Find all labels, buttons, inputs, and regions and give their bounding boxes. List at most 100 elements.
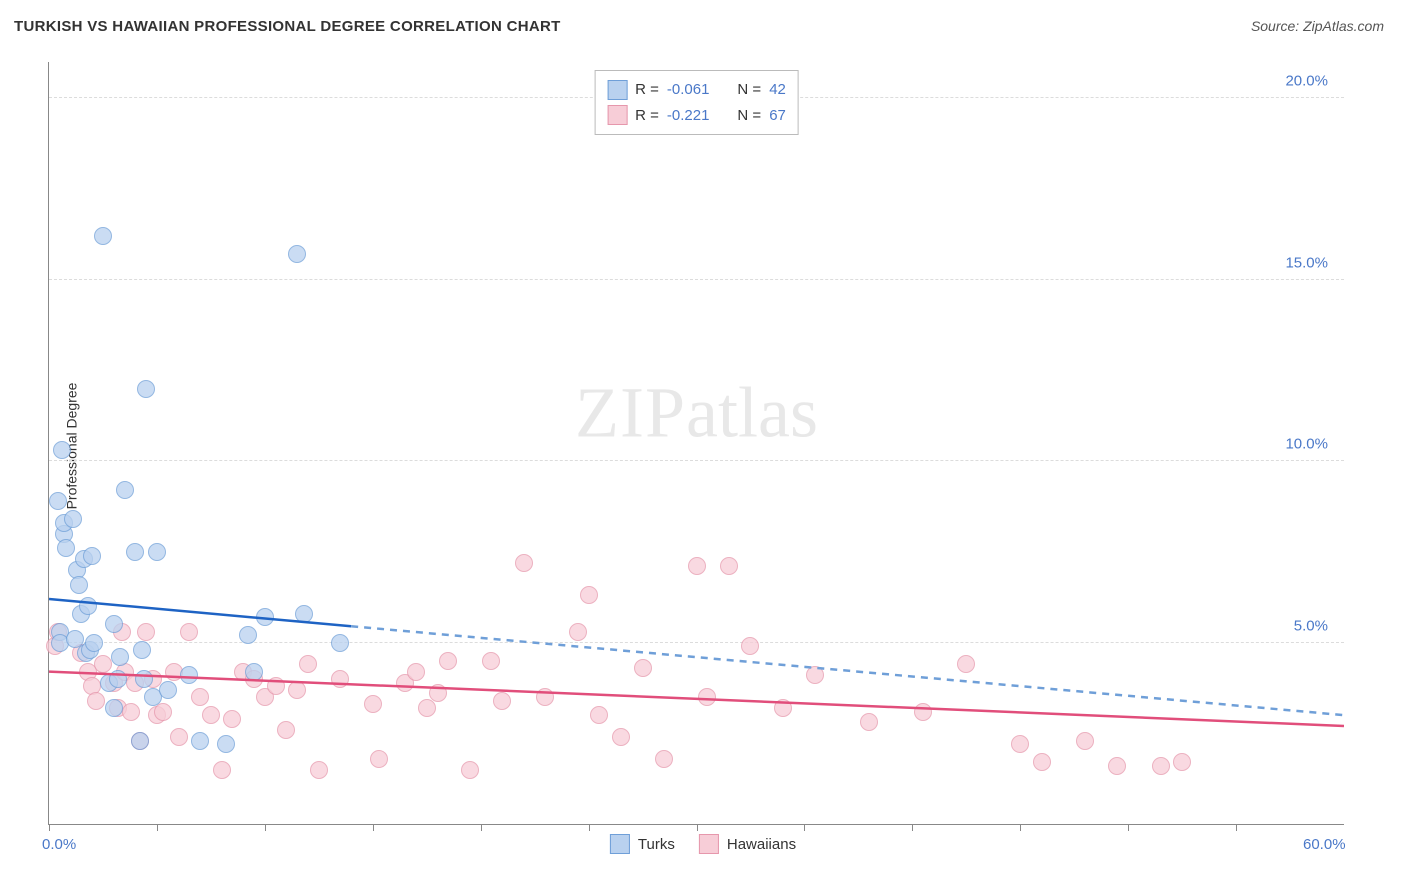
gridline <box>49 460 1344 461</box>
trend-lines <box>49 62 1344 824</box>
hawaiians-point <box>1033 753 1051 771</box>
legend-item-hawaiians: Hawaiians <box>699 834 796 854</box>
legend-label: Turks <box>638 836 675 853</box>
turks-point <box>79 597 97 615</box>
n-value: 42 <box>769 77 786 103</box>
hawaiians-point <box>914 703 932 721</box>
x-tick <box>373 824 374 831</box>
turks-point <box>111 648 129 666</box>
x-tick <box>157 824 158 831</box>
y-tick-label: 15.0% <box>1285 254 1328 271</box>
turks-swatch-icon <box>610 834 630 854</box>
x-tick <box>589 824 590 831</box>
hawaiians-point <box>170 728 188 746</box>
turks-point <box>64 510 82 528</box>
x-tick <box>481 824 482 831</box>
hawaiians-point <box>580 586 598 604</box>
turks-swatch-icon <box>607 80 627 100</box>
hawaiians-point <box>806 666 824 684</box>
hawaiians-point <box>612 728 630 746</box>
hawaiians-point <box>569 623 587 641</box>
hawaiians-point <box>688 557 706 575</box>
hawaiians-point <box>720 557 738 575</box>
hawaiians-point <box>429 684 447 702</box>
hawaiians-point <box>213 761 231 779</box>
y-tick-label: 20.0% <box>1285 73 1328 90</box>
legend-row: R = -0.221 N = 67 <box>607 103 786 129</box>
hawaiians-point <box>154 703 172 721</box>
turks-point <box>180 666 198 684</box>
r-label: R = <box>635 103 659 129</box>
hawaiians-point <box>364 695 382 713</box>
hawaiians-point <box>223 710 241 728</box>
turks-point <box>191 732 209 750</box>
turks-point <box>126 543 144 561</box>
chart-container: TURKISH VS HAWAIIAN PROFESSIONAL DEGREE … <box>0 0 1406 892</box>
legend-label: Hawaiians <box>727 836 796 853</box>
chart-title: TURKISH VS HAWAIIAN PROFESSIONAL DEGREE … <box>14 18 561 35</box>
legend-item-turks: Turks <box>610 834 675 854</box>
hawaiians-point <box>655 750 673 768</box>
hawaiians-point <box>87 692 105 710</box>
hawaiians-point <box>590 706 608 724</box>
hawaiians-point <box>310 761 328 779</box>
turks-point <box>137 380 155 398</box>
x-tick <box>804 824 805 831</box>
x-tick <box>912 824 913 831</box>
hawaiians-point <box>288 681 306 699</box>
turks-point <box>83 547 101 565</box>
r-value: -0.061 <box>667 77 710 103</box>
turks-point <box>245 663 263 681</box>
turks-point <box>133 641 151 659</box>
turks-point <box>256 608 274 626</box>
source-attribution: Source: ZipAtlas.com <box>1251 18 1384 34</box>
hawaiians-point <box>180 623 198 641</box>
x-tick <box>1128 824 1129 831</box>
turks-point <box>116 481 134 499</box>
hawaiians-point <box>536 688 554 706</box>
y-tick-label: 5.0% <box>1294 617 1328 634</box>
hawaiians-point <box>137 623 155 641</box>
hawaiians-point <box>860 713 878 731</box>
turks-point <box>331 634 349 652</box>
legend-row: R = -0.061 N = 42 <box>607 77 786 103</box>
hawaiians-point <box>482 652 500 670</box>
x-tick <box>49 824 50 831</box>
turks-point <box>131 732 149 750</box>
watermark: ZIPatlas <box>575 371 818 454</box>
turks-point <box>85 634 103 652</box>
x-tick <box>1020 824 1021 831</box>
hawaiians-point <box>1173 753 1191 771</box>
turks-point <box>135 670 153 688</box>
series-legend: Turks Hawaiians <box>610 834 796 854</box>
turks-point <box>105 615 123 633</box>
n-value: 67 <box>769 103 786 129</box>
source-prefix: Source: <box>1251 18 1303 34</box>
hawaiians-point <box>741 637 759 655</box>
r-value: -0.221 <box>667 103 710 129</box>
r-label: R = <box>635 77 659 103</box>
x-axis-max-label: 60.0% <box>1303 836 1346 853</box>
turks-point <box>288 245 306 263</box>
x-tick <box>1236 824 1237 831</box>
hawaiians-swatch-icon <box>699 834 719 854</box>
hawaiians-point <box>267 677 285 695</box>
turks-point <box>57 539 75 557</box>
n-label: N = <box>737 103 761 129</box>
turks-point <box>159 681 177 699</box>
n-label: N = <box>737 77 761 103</box>
hawaiians-point <box>1011 735 1029 753</box>
hawaiians-swatch-icon <box>607 105 627 125</box>
hawaiians-point <box>515 554 533 572</box>
hawaiians-point <box>277 721 295 739</box>
watermark-light: atlas <box>686 372 818 452</box>
turks-point <box>109 670 127 688</box>
hawaiians-point <box>191 688 209 706</box>
hawaiians-point <box>299 655 317 673</box>
hawaiians-point <box>774 699 792 717</box>
hawaiians-point <box>331 670 349 688</box>
turks-point <box>94 227 112 245</box>
turks-point <box>239 626 257 644</box>
hawaiians-point <box>1152 757 1170 775</box>
hawaiians-point <box>202 706 220 724</box>
